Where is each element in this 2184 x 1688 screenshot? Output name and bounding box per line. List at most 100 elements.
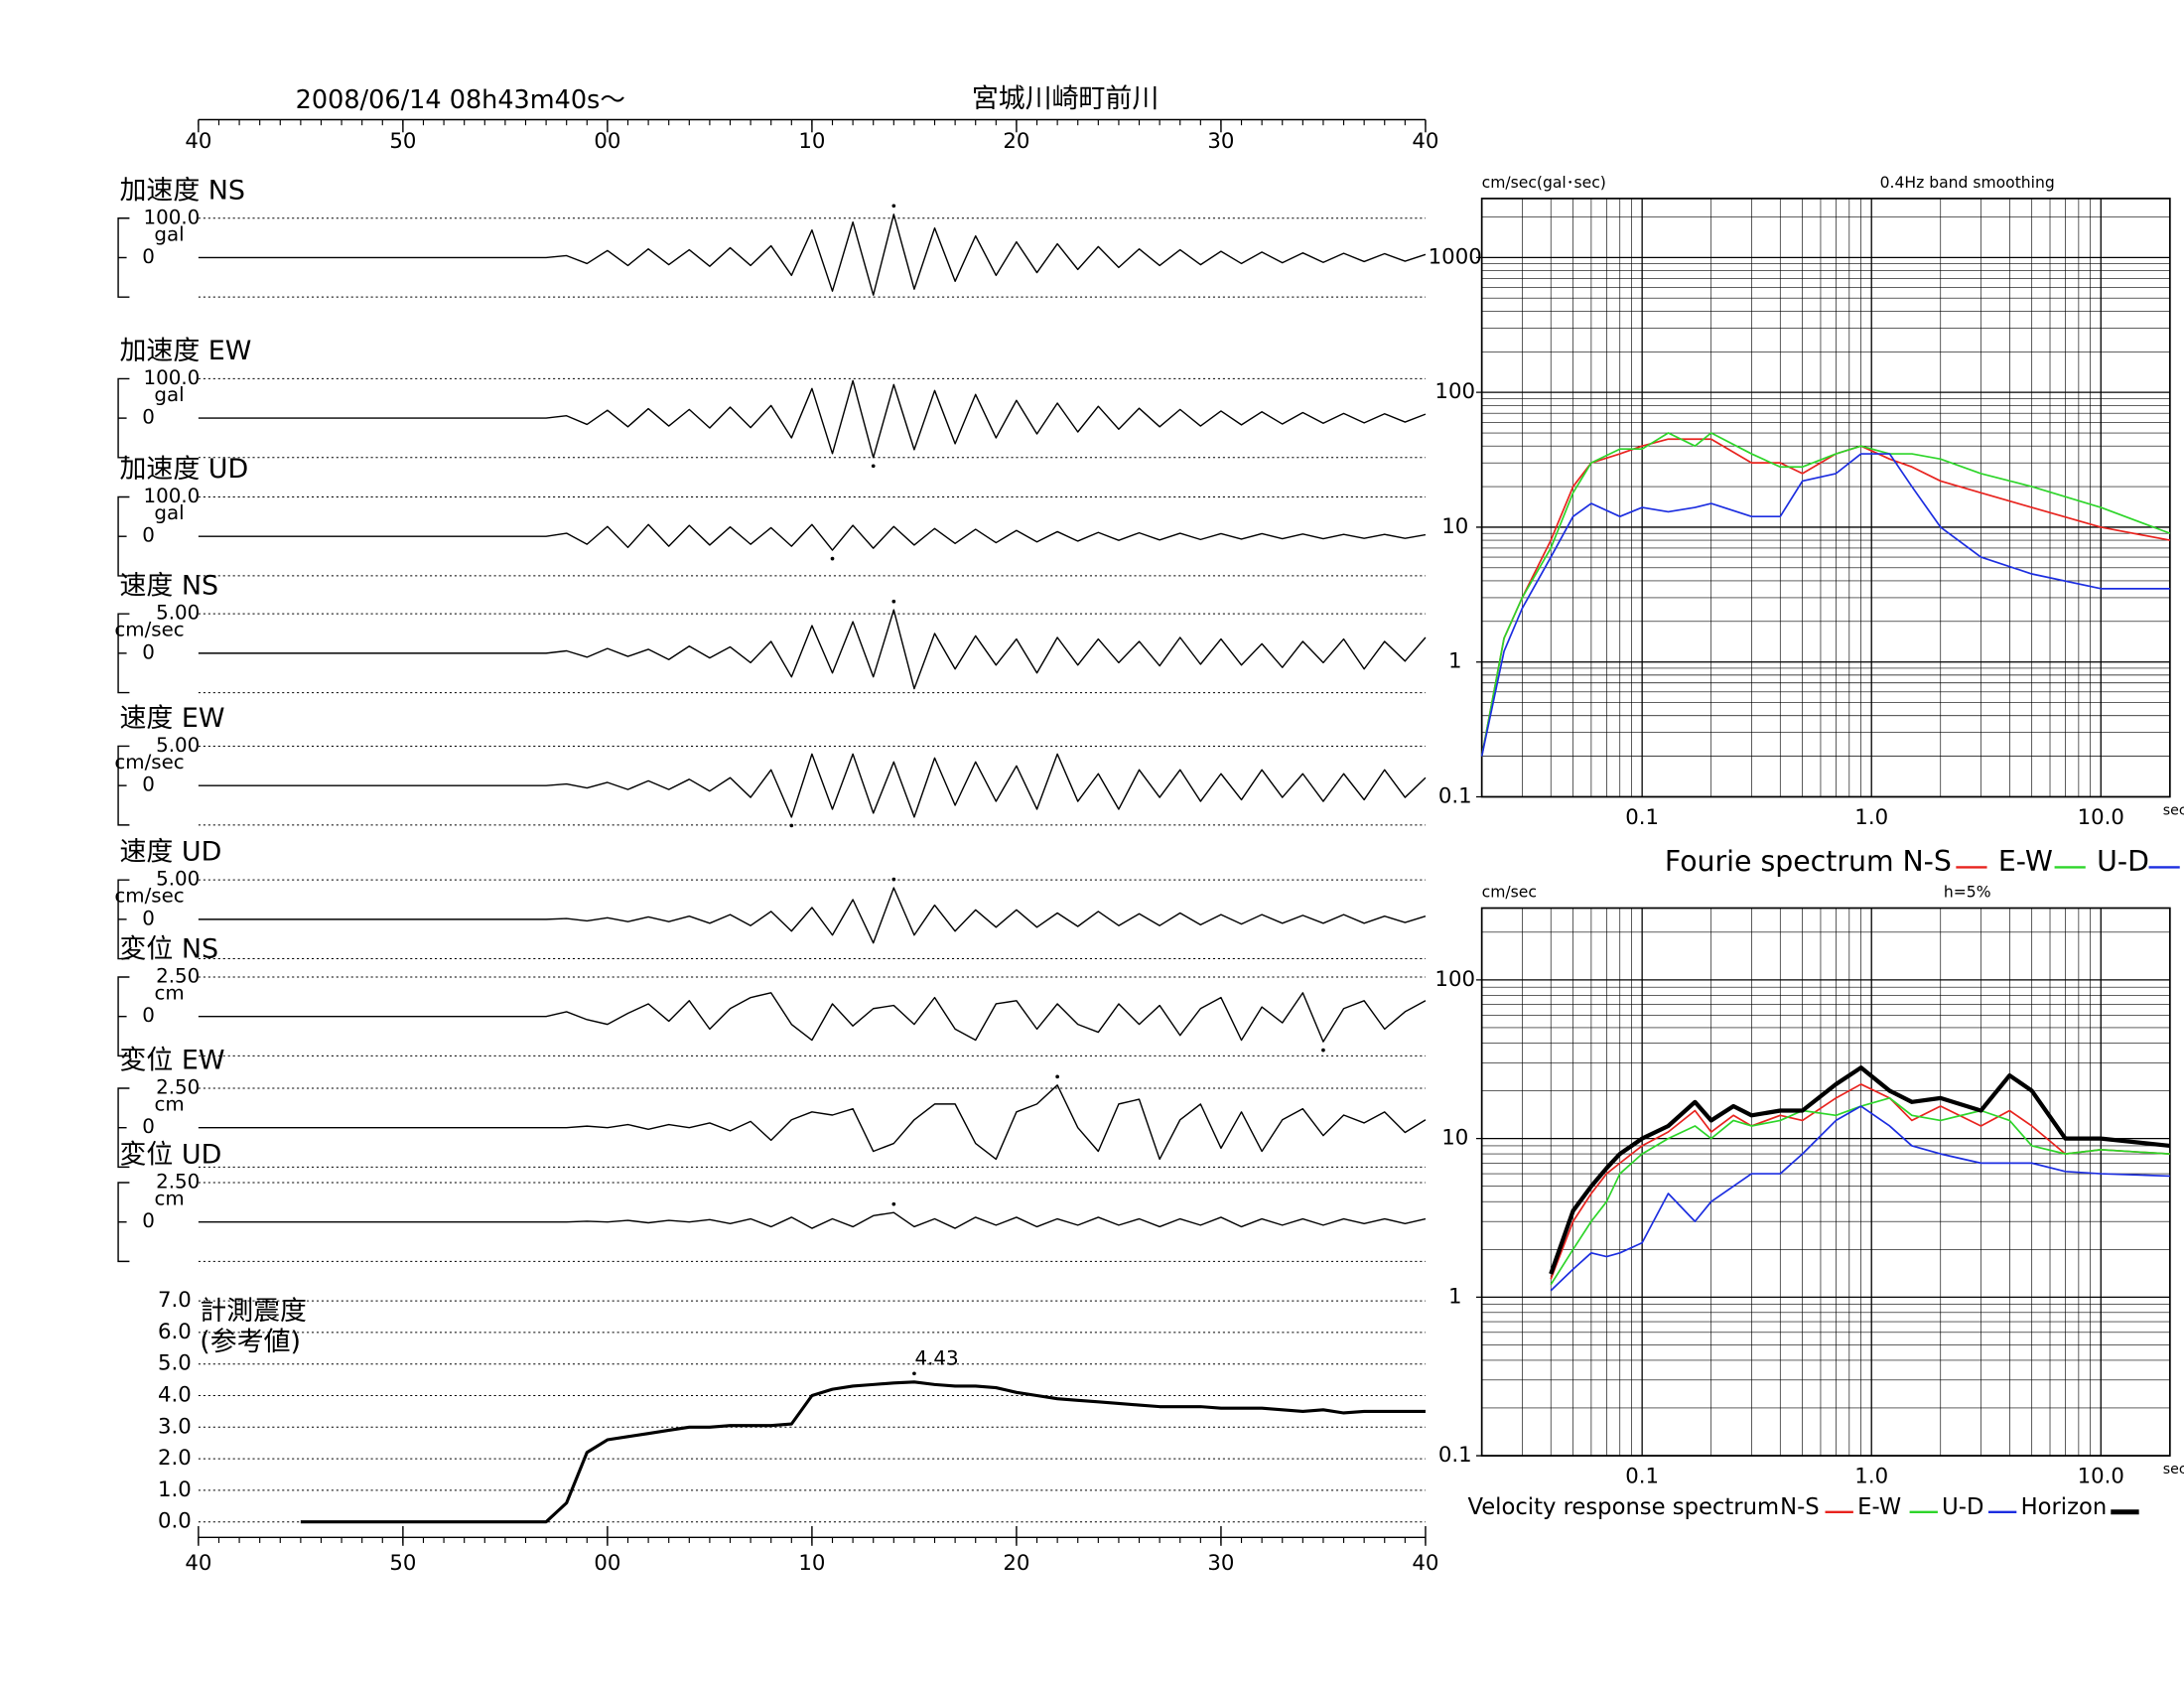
spectrum-line xyxy=(1480,438,2170,757)
peak-dot xyxy=(891,1201,896,1206)
x-tick-label: 1.0 xyxy=(1854,805,1888,830)
peak-dot xyxy=(891,204,896,209)
spectrum-line xyxy=(1550,1105,2170,1292)
x-tick-label: 30 xyxy=(1207,1551,1234,1576)
spectrum-line xyxy=(1550,1083,2170,1280)
x-tick-label: 10.0 xyxy=(2078,805,2124,830)
y-tick-label: 2.50 xyxy=(156,964,200,987)
peak-dot xyxy=(789,823,794,828)
unit-label: cm xyxy=(154,1188,184,1210)
panel-label: 速度 UD xyxy=(119,837,221,868)
legend-label: E-W xyxy=(1998,845,2053,878)
waveform xyxy=(198,753,1427,818)
y-tick-label: 100.0 xyxy=(144,485,201,507)
plot-frame xyxy=(1480,198,2171,798)
unit-label: cm/sec xyxy=(114,751,184,774)
x-tick-label: 50 xyxy=(389,1551,416,1576)
y-tick-label: 0 xyxy=(142,1004,155,1027)
x-axis-label: sec xyxy=(2163,803,2184,819)
plot-frame xyxy=(1480,907,2171,1457)
y-tick-label: 2.50 xyxy=(156,1170,200,1193)
waveform xyxy=(198,213,1427,296)
waveform xyxy=(198,992,1427,1043)
note: 0.4Hz band smoothing xyxy=(1880,174,2055,192)
y-tick-label: 10 xyxy=(1441,514,1468,539)
peak-dot xyxy=(830,556,835,561)
unit-label: cm xyxy=(154,981,184,1004)
x-tick-label: 40 xyxy=(1412,129,1438,154)
unit-label: gal xyxy=(154,222,184,245)
y-axis-label: cm/sec xyxy=(1482,883,1537,901)
y-tick-label: 5.00 xyxy=(156,868,200,891)
x-tick-label: 10 xyxy=(798,1551,825,1576)
panel-label: 変位 UD xyxy=(119,1140,221,1171)
waveform xyxy=(198,887,1427,944)
y-tick-label: 0.0 xyxy=(158,1509,192,1534)
note: h=5% xyxy=(1944,883,1991,901)
y-tick-label: 5.00 xyxy=(156,734,200,757)
y-tick-label: 0 xyxy=(142,406,155,429)
spectrum-line xyxy=(1480,432,2171,757)
y-axis-label: cm/sec(gal･sec) xyxy=(1482,174,1606,192)
y-tick-label: 0 xyxy=(142,774,155,796)
unit-label: cm/sec xyxy=(114,885,184,908)
unit-label: cm/sec xyxy=(114,619,184,641)
legend-label: U-D xyxy=(1942,1494,1983,1520)
y-tick-label: 5.0 xyxy=(158,1351,192,1376)
legend-label: E-W xyxy=(1857,1494,1901,1520)
y-tick-label: 7.0 xyxy=(158,1288,192,1313)
peak-dot xyxy=(871,464,876,469)
x-tick-label: 10.0 xyxy=(2078,1464,2124,1488)
unit-label: gal xyxy=(154,501,184,524)
legend-title: Velocity response spectrum xyxy=(1467,1494,1779,1520)
x-axis-label: sec xyxy=(2163,1462,2184,1477)
panel-label: 変位 EW xyxy=(119,1046,224,1076)
peak-dot xyxy=(891,877,896,882)
y-tick-label: 10 xyxy=(1441,1126,1468,1151)
y-tick-label: 2.50 xyxy=(156,1075,200,1098)
x-tick-label: 1.0 xyxy=(1854,1464,1888,1488)
y-tick-label: 100.0 xyxy=(144,366,201,389)
y-tick-label: 100 xyxy=(1434,967,1475,992)
intensity-line xyxy=(300,1380,1426,1524)
y-tick-label: 1000 xyxy=(1429,244,1482,269)
legend-label: Horizon xyxy=(2021,1494,2108,1520)
unit-label: gal xyxy=(154,383,184,406)
waveform xyxy=(198,1084,1427,1161)
legend-label: N-S xyxy=(1902,845,1951,878)
y-tick-label: 1.0 xyxy=(158,1477,192,1502)
waveform xyxy=(198,1211,1427,1229)
chart-subtitle: 2008/06/14 08h43m40s〜 xyxy=(296,85,625,115)
y-tick-label: 0 xyxy=(142,640,155,663)
y-tick-label: 4.0 xyxy=(158,1382,192,1407)
x-tick-label: 40 xyxy=(185,129,211,154)
x-tick-label: 00 xyxy=(594,129,620,154)
x-tick-label: 40 xyxy=(185,1551,211,1576)
waveform xyxy=(198,609,1427,690)
panel-label: 加速度 NS xyxy=(119,175,245,206)
y-tick-label: 6.0 xyxy=(158,1320,192,1344)
x-tick-label: 10 xyxy=(798,129,825,154)
x-tick-label: 0.1 xyxy=(1625,1464,1659,1488)
y-tick-label: 0 xyxy=(142,245,155,268)
y-tick-label: 100 xyxy=(1434,379,1475,404)
legend-title: Fourie spectrum xyxy=(1665,845,1894,878)
x-tick-label: 00 xyxy=(594,1551,620,1576)
peak-dot xyxy=(912,1371,916,1376)
x-tick-label: 50 xyxy=(389,129,416,154)
y-tick-label: 0.1 xyxy=(1438,784,1472,809)
y-tick-label: 2.0 xyxy=(158,1446,192,1471)
y-tick-label: 5.00 xyxy=(156,602,200,625)
y-tick-label: 1 xyxy=(1448,1284,1462,1309)
panel-label: 加速度 UD xyxy=(119,454,248,485)
panel-label: 加速度 EW xyxy=(119,336,251,366)
spectrum-line xyxy=(1549,1065,2171,1275)
spectrum-line xyxy=(1550,1097,2170,1286)
x-tick-label: 20 xyxy=(1003,129,1029,154)
unit-label: cm xyxy=(154,1093,184,1116)
panel-label: 速度 EW xyxy=(119,703,224,734)
legend-label: N-S xyxy=(1780,1494,1820,1520)
y-tick-label: 3.0 xyxy=(158,1414,192,1439)
